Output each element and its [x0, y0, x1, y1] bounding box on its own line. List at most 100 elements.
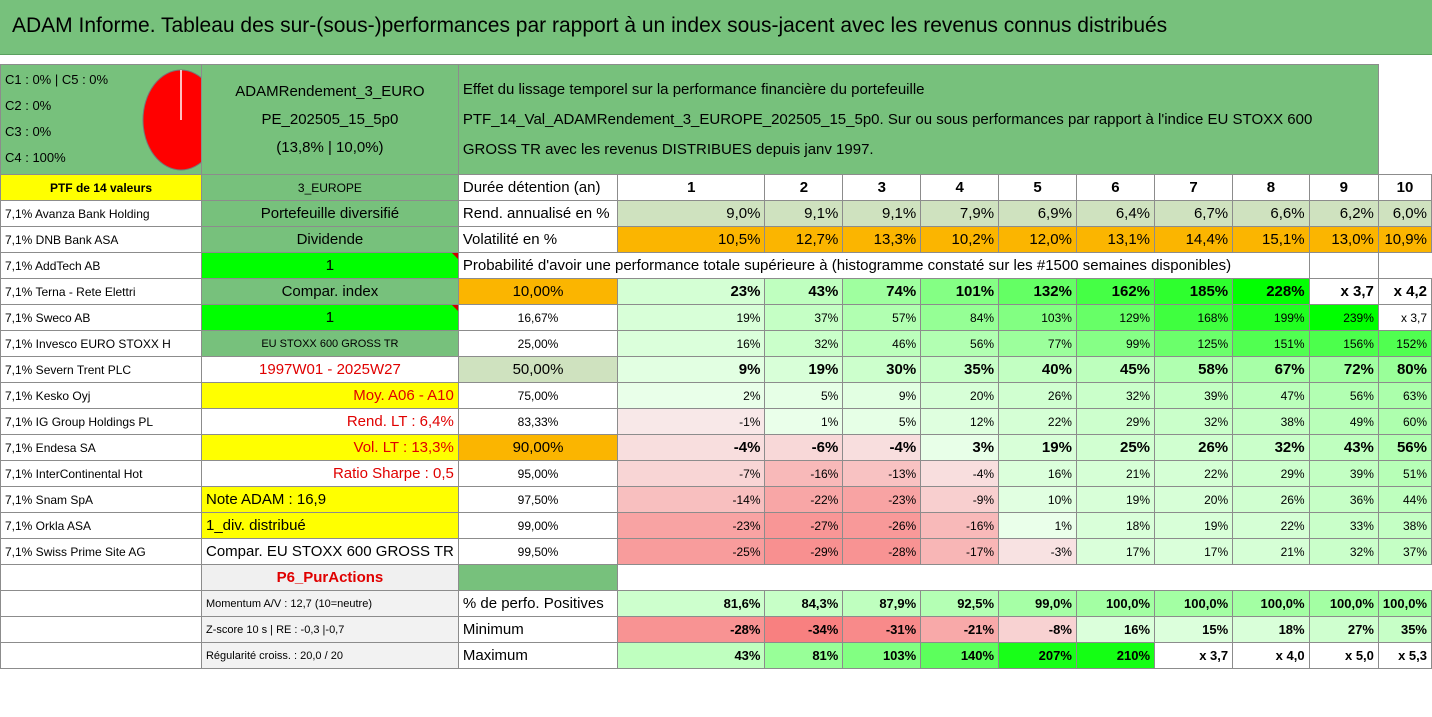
- probability-value: 103%: [998, 304, 1077, 331]
- probability-value: 43%: [1308, 434, 1379, 461]
- probability-level: 10,00%: [457, 278, 619, 305]
- probability-value: 38%: [1232, 408, 1310, 435]
- probability-value: 185%: [1154, 278, 1234, 305]
- probability-value: 152%: [1377, 330, 1432, 357]
- footer-value: -34%: [764, 616, 844, 643]
- probability-value: 20%: [920, 382, 1000, 409]
- footer-value: x 3,7: [1154, 642, 1234, 669]
- empty-cell: [617, 564, 1432, 591]
- zone-label: 3_EUROPE: [200, 174, 459, 201]
- portfolio-name-cell: ADAMRendement_3_EURO PE_202505_15_5p0 (1…: [200, 64, 459, 175]
- year-header: 3: [842, 174, 922, 201]
- probability-value: 51%: [1377, 460, 1432, 487]
- probability-value: 16%: [617, 330, 766, 357]
- footer-value: 43%: [617, 642, 766, 669]
- probability-value: 9%: [842, 382, 922, 409]
- probability-value: -27%: [764, 512, 844, 539]
- probability-level: 99,50%: [457, 538, 619, 565]
- footer-value: 15%: [1154, 616, 1234, 643]
- year-header: 7: [1154, 174, 1234, 201]
- table-row: 7,1% Kesko Oyj Moy. A06 - A10 75,00% 2% 5% 9%…: [0, 382, 1432, 409]
- footer-value: x 5,0: [1308, 642, 1379, 669]
- probability-value: 19%: [998, 434, 1077, 461]
- ptf-count: PTF de 14 valeurs: [0, 174, 202, 201]
- footer-metric: Momentum A/V : 12,7 (10=neutre): [200, 590, 459, 617]
- probability-value: 84%: [920, 304, 1000, 331]
- probability-level: 97,50%: [457, 486, 619, 513]
- probability-value: -6%: [764, 434, 844, 461]
- vol-value: 12,0%: [998, 226, 1077, 253]
- probability-value: 9%: [617, 356, 766, 383]
- holding-name: 7,1% DNB Bank ASA: [0, 226, 202, 253]
- probability-value: -17%: [920, 538, 1000, 565]
- info-compare-index: Compar. EU STOXX 600 GROSS TR: [200, 538, 459, 565]
- footer-value: -28%: [617, 616, 766, 643]
- probability-value: 19%: [764, 356, 844, 383]
- probability-value: 20%: [1154, 486, 1234, 513]
- p6-label: P6_PurActions: [200, 564, 459, 591]
- year-header: 1: [617, 174, 766, 201]
- holding-name: 7,1% Terna - Rete Elettri: [0, 278, 202, 305]
- footer-value: 16%: [1075, 616, 1156, 643]
- footer-value: 100,0%: [1075, 590, 1156, 617]
- empty-cell: [0, 590, 202, 617]
- header-row: PTF de 14 valeurs 3_EUROPE Durée détention…: [0, 174, 1432, 201]
- probability-level: 99,00%: [457, 512, 619, 539]
- footer-row: Z-score 10 s | RE : -0,3 |-0,7 Minimum -28…: [0, 616, 1432, 643]
- table-row: 7,1% Invesco EURO STOXX H EU STOXX 600 GR…: [0, 330, 1432, 357]
- footer-metric: Z-score 10 s | RE : -0,3 |-0,7: [200, 616, 459, 643]
- probability-value: 44%: [1377, 486, 1432, 513]
- year-header: 8: [1232, 174, 1310, 201]
- probability-value: 22%: [998, 408, 1077, 435]
- table-row: 7,1% InterContinental Hot Ratio Sharpe : …: [0, 460, 1432, 487]
- vol-label: Volatilité en %: [457, 226, 619, 253]
- rend-value: 6,6%: [1232, 200, 1310, 227]
- probability-value: 21%: [1075, 460, 1156, 487]
- probability-value: 74%: [842, 278, 922, 305]
- probability-value: 29%: [1075, 408, 1156, 435]
- pie-chart: [142, 69, 201, 171]
- footer-metric: Régularité croiss. : 20,0 / 20: [200, 642, 459, 669]
- footer-value: 27%: [1308, 616, 1379, 643]
- probability-value: 18%: [1075, 512, 1156, 539]
- holding-name: 7,1% Kesko Oyj: [0, 382, 202, 409]
- probability-value: 22%: [1232, 512, 1310, 539]
- probability-value: 21%: [1232, 538, 1310, 565]
- info-vol-lt: Vol. LT : 13,3%: [200, 434, 459, 461]
- probability-value: -4%: [920, 460, 1000, 487]
- legend-line: C1 : 0% | C5 : 0%: [5, 72, 109, 87]
- portfolio-name-line: ADAMRendement_3_EURO: [235, 82, 425, 100]
- probability-value: 162%: [1075, 278, 1156, 305]
- probability-value: 1%: [998, 512, 1077, 539]
- info-average: Moy. A06 - A10: [200, 382, 459, 409]
- probability-value: 25%: [1075, 434, 1156, 461]
- probability-value: 168%: [1154, 304, 1234, 331]
- footer-row: Momentum A/V : 12,7 (10=neutre)% de perf…: [0, 590, 1432, 617]
- probability-value: -23%: [617, 512, 766, 539]
- rend-value: 6,9%: [998, 200, 1077, 227]
- legend-cell: C1 : 0% | C5 : 0% C2 : 0% C3 : 0% C4 : 1…: [0, 64, 202, 175]
- probability-value: 67%: [1232, 356, 1310, 383]
- pie-slice-c4: [142, 69, 201, 171]
- footer-value: x 5,3: [1377, 642, 1432, 669]
- rend-value: 6,2%: [1308, 200, 1379, 227]
- info-index-name: EU STOXX 600 GROSS TR: [200, 330, 459, 357]
- probability-value: 151%: [1232, 330, 1310, 357]
- info-adam-note: Note ADAM : 16,9: [200, 486, 459, 513]
- info-dividend-count: 1_div. distribué: [200, 512, 459, 539]
- footer-value: -31%: [842, 616, 922, 643]
- probability-value: x 3,7: [1308, 278, 1379, 305]
- table-row: 7,1% Sweco AB 1 16,67% 19% 37% 57% 84% 103% 129%…: [0, 304, 1432, 331]
- info-flag: 1: [200, 304, 459, 331]
- probability-value: -1%: [617, 408, 766, 435]
- year-header: 10: [1377, 174, 1432, 201]
- description-line: PTF_14_Val_ADAMRendement_3_EUROPE_202505…: [462, 110, 1313, 128]
- vol-value: 10,9%: [1377, 226, 1432, 253]
- probability-value: 26%: [1232, 486, 1310, 513]
- info-period: 1997W01 - 2025W27: [200, 356, 459, 383]
- probability-value: 239%: [1308, 304, 1379, 331]
- footer-label: Minimum: [457, 616, 619, 643]
- probability-value: -4%: [617, 434, 766, 461]
- info-rend-lt: Rend. LT : 6,4%: [200, 408, 459, 435]
